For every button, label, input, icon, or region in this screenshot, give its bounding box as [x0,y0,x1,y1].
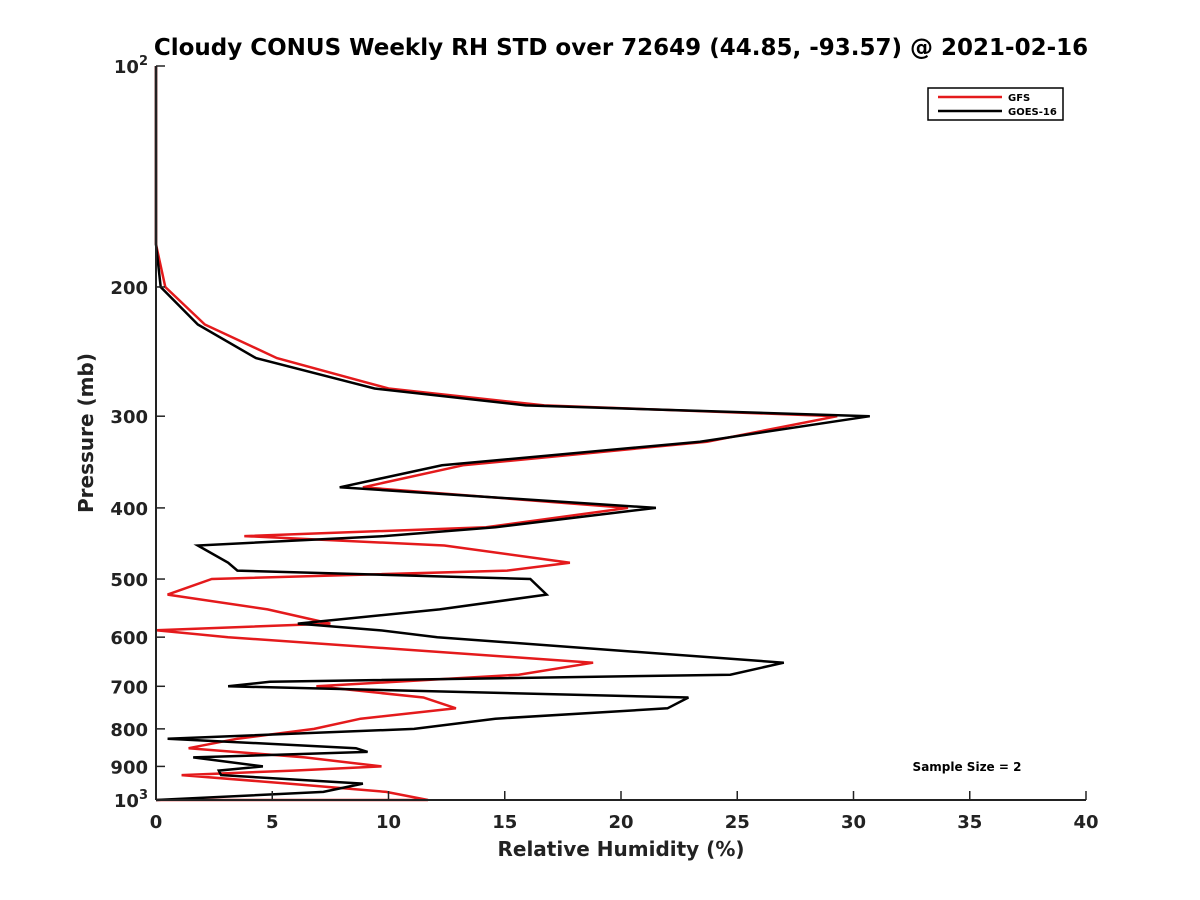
x-tick-label: 10 [376,812,401,833]
series-line-gfs [154,66,838,802]
y-tick-label: 800 [110,720,148,741]
y-tick-label: 300 [110,407,148,428]
legend-box [927,87,1064,121]
x-tick-label: 15 [492,812,517,833]
x-tick-label: 25 [725,812,750,833]
legend-label-goes16: GOES-16 [1008,107,1057,118]
y-tick-label: 102 [114,54,148,78]
y-tick-label: 600 [110,628,148,649]
y-tick-label: 200 [110,278,148,299]
sample-size-annotation: Sample Size = 2 [913,760,1022,774]
x-ticks: 0 5 10 15 20 25 30 35 40 [150,791,1099,833]
x-tick-label: 30 [841,812,866,833]
y-tick-label: 103 [114,788,148,812]
y-tick-label: 900 [110,757,148,778]
x-tick-label: 5 [266,812,279,833]
chart-title: Cloudy CONUS Weekly RH STD over 72649 (4… [154,35,1088,61]
series-line-goes16 [154,66,870,802]
x-tick-label: 20 [608,812,633,833]
x-tick-label: 0 [150,812,163,833]
y-tick-label: 500 [110,570,148,591]
legend: GFS GOES-16 [927,87,1064,121]
y-ticks: 102 200 300 400 500 600 700 800 900 103 [110,54,165,812]
x-axis-label: Relative Humidity (%) [497,837,744,861]
y-tick-label: 400 [110,499,148,520]
y-axis-label: Pressure (mb) [74,353,98,513]
plot-lines [154,66,870,802]
y-tick-label: 700 [110,677,148,698]
x-tick-label: 35 [957,812,982,833]
x-tick-label: 40 [1073,812,1098,833]
legend-label-gfs: GFS [1008,93,1030,104]
